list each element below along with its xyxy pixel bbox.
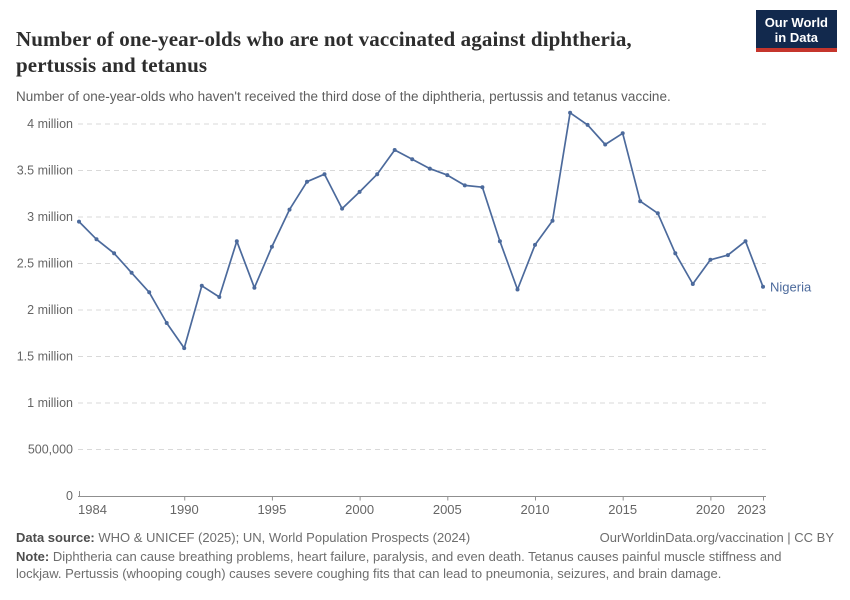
note-value: Diphtheria can cause breathing problems,… — [16, 549, 782, 581]
data-point-2011[interactable] — [550, 218, 555, 223]
data-point-1994[interactable] — [252, 285, 257, 290]
data-source-value: WHO & UNICEF (2025); UN, World Populatio… — [98, 530, 471, 545]
data-point-2004[interactable] — [427, 166, 432, 171]
data-point-2012[interactable] — [568, 110, 573, 115]
x-axis-tick-label: 2023 — [737, 502, 766, 517]
data-point-2003[interactable] — [410, 157, 415, 162]
data-point-1996[interactable] — [287, 207, 292, 212]
data-point-2016[interactable] — [638, 199, 643, 204]
data-point-2013[interactable] — [585, 122, 590, 127]
chart-footer: Data source: WHO & UNICEF (2025); UN, Wo… — [16, 530, 834, 582]
data-point-1991[interactable] — [199, 283, 204, 288]
data-point-1984[interactable] — [77, 219, 81, 224]
data-point-2000[interactable] — [357, 189, 362, 194]
x-axis-tick-label: 2015 — [608, 502, 637, 517]
data-point-2014[interactable] — [603, 142, 608, 147]
data-point-2023[interactable] — [761, 284, 765, 289]
data-point-2006[interactable] — [462, 183, 467, 188]
x-axis-tick-label: 2020 — [696, 502, 725, 517]
data-point-1999[interactable] — [340, 206, 345, 211]
data-point-1992[interactable] — [217, 295, 222, 299]
data-point-2008[interactable] — [497, 239, 502, 244]
data-point-1989[interactable] — [164, 321, 169, 325]
data-point-2005[interactable] — [445, 173, 450, 178]
data-point-1986[interactable] — [112, 251, 117, 256]
data-point-2020[interactable] — [708, 257, 713, 262]
series-label-nigeria[interactable]: Nigeria — [770, 279, 812, 294]
line-chart: 0 500,000 1 million 1.5 million 2 million 2.5… — [17, 110, 812, 517]
data-point-1997[interactable] — [305, 179, 309, 184]
line-series-nigeria[interactable] — [78, 111, 764, 349]
data-point-2002[interactable] — [392, 148, 397, 152]
data-point-1993[interactable] — [234, 239, 239, 244]
x-axis-tick-label: 1995 — [257, 502, 286, 517]
x-axis-tick-label: 2000 — [345, 502, 374, 517]
owid-logo-line2: in Data — [774, 30, 819, 45]
y-axis-tick-label: 4 million — [27, 117, 73, 131]
data-point-1985[interactable] — [94, 237, 99, 242]
data-source-label: Data source: — [16, 530, 95, 545]
data-point-1987[interactable] — [129, 270, 134, 275]
y-axis-tick-label: 2 million — [27, 303, 73, 317]
page-title: Number of one-year-olds who are not vacc… — [16, 27, 632, 78]
y-axis-tick-label: 3.5 million — [17, 164, 73, 178]
data-point-2009[interactable] — [515, 287, 520, 292]
y-axis-tick-label: 3 million — [27, 210, 73, 224]
data-point-2010[interactable] — [533, 242, 537, 247]
data-point-2021[interactable] — [725, 253, 730, 258]
owid-attribution-link[interactable]: OurWorldinData.org/vaccination | CC BY — [599, 530, 834, 545]
data-point-2019[interactable] — [690, 282, 695, 286]
x-axis-tick-label: 1984 — [78, 502, 107, 517]
y-axis-tick-label: 2.5 million — [17, 257, 73, 271]
x-axis-tick-label: 2005 — [433, 502, 462, 517]
data-point-2017[interactable] — [655, 211, 660, 216]
data-point-1988[interactable] — [147, 290, 152, 295]
x-axis-tick-label: 2010 — [521, 502, 550, 517]
chart-note: Note: Diphtheria can cause breathing pro… — [16, 549, 794, 582]
y-axis-tick-label: 1.5 million — [17, 350, 73, 364]
y-axis-tick-label: 1 million — [27, 396, 73, 410]
owid-logo[interactable]: Our World in Data — [755, 10, 837, 52]
data-source-text: Data source: WHO & UNICEF (2025); UN, Wo… — [16, 530, 470, 545]
note-label: Note: — [16, 549, 50, 564]
x-axis-tick-label: 1990 — [170, 502, 199, 517]
data-point-1990[interactable] — [182, 346, 187, 351]
owid-logo-line1: Our World — [764, 15, 828, 30]
y-axis-tick-label: 500,000 — [28, 443, 73, 457]
data-point-2022[interactable] — [743, 239, 748, 244]
y-axis-tick-label: 0 — [66, 489, 73, 503]
data-point-2007[interactable] — [480, 185, 485, 190]
data-point-1998[interactable] — [322, 172, 327, 177]
data-point-2015[interactable] — [620, 131, 625, 136]
data-point-2001[interactable] — [375, 172, 380, 177]
data-point-1995[interactable] — [269, 244, 274, 249]
page-subtitle: Number of one-year-olds who haven't rece… — [16, 88, 671, 104]
data-point-2018[interactable] — [673, 251, 678, 256]
